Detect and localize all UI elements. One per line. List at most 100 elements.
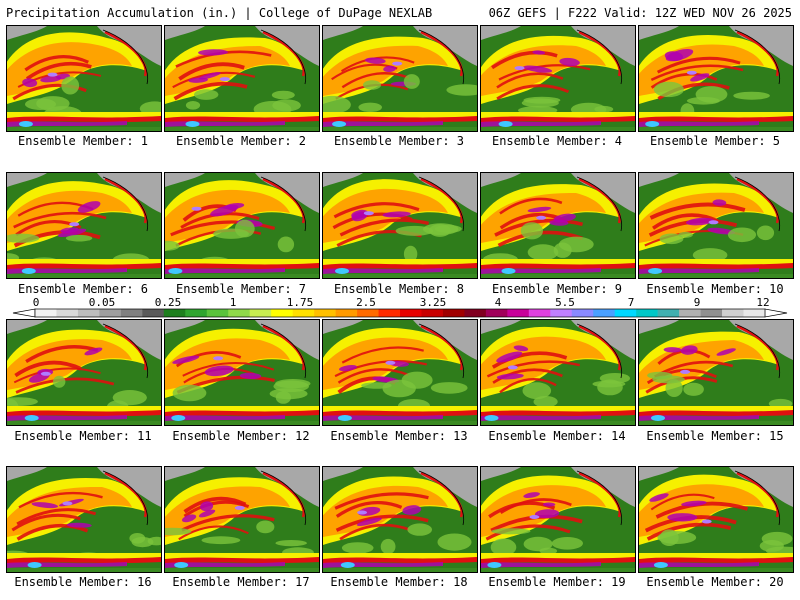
precip-streak-red (652, 213, 719, 230)
precip-patch-green (341, 542, 374, 554)
coastline (576, 176, 623, 232)
tropical-band-red (7, 263, 161, 270)
precip-patch-green (271, 90, 295, 100)
precip-core-purple (542, 502, 556, 507)
precip-streak-red (485, 524, 571, 541)
model-valid-time: 06Z GEFS | F222 Valid: 12Z WED NOV 26 20… (488, 6, 792, 20)
tropical-core-cyan (487, 562, 502, 568)
precip-core-lavender (234, 505, 245, 510)
tropical-band-yellow (639, 406, 793, 414)
precip-streak-red (15, 377, 115, 394)
precip-core-purple (559, 57, 580, 67)
tropical-core-cyan (24, 415, 39, 421)
southern-land (481, 274, 635, 278)
coastal-precip (578, 30, 621, 77)
colorbar-tick-label: 1 (229, 296, 237, 309)
tropical-core-cyan (27, 562, 42, 568)
ensemble-member-caption: Ensemble Member: 13 (330, 429, 468, 443)
precip-core-purple (31, 502, 59, 509)
precip-patch-green (430, 382, 468, 394)
precip-core-purple (680, 345, 698, 355)
precip-streak-red (178, 525, 249, 541)
ensemble-panel-20 (638, 466, 794, 573)
precip-core-purple (549, 219, 569, 226)
precip-streak-red (332, 212, 413, 230)
coastal-precip (736, 30, 779, 77)
southern-land (639, 127, 793, 131)
tropical-band-yellow (481, 553, 635, 561)
precip-core-purple (351, 211, 368, 222)
southern-land (481, 127, 635, 131)
ensemble-member-caption: Ensemble Member: 15 (646, 429, 784, 443)
tropical-band-red (7, 410, 161, 417)
ensemble-panel-9 (480, 172, 636, 279)
ensemble-panel-3 (322, 25, 478, 132)
precip-core-purple (534, 509, 560, 519)
precip-band-orange (165, 189, 290, 243)
coastline (418, 29, 465, 85)
southern-land (7, 421, 161, 425)
land-shading (165, 467, 205, 481)
precip-patch-green (523, 96, 561, 104)
precip-patch-green (165, 527, 192, 536)
tropical-band-red (7, 557, 161, 564)
precip-streak-red (499, 197, 563, 215)
precip-map-20 (639, 467, 793, 572)
precip-band-orange (7, 42, 132, 96)
precip-map-12 (165, 320, 319, 425)
land-shading (165, 173, 205, 187)
precip-patch-green (692, 248, 728, 263)
colorbar-swatch (507, 309, 530, 317)
precip-map-6 (7, 173, 161, 278)
precip-map-14 (481, 320, 635, 425)
precip-core-lavender (385, 360, 396, 365)
precip-patch-green (490, 538, 517, 557)
precip-core-purple (84, 347, 103, 356)
precip-streak-red (334, 360, 428, 378)
precip-patch-green (363, 80, 381, 90)
tropical-band-yellow (323, 112, 477, 120)
tropical-core-cyan (648, 268, 663, 274)
ensemble-member-caption: Ensemble Member: 5 (649, 134, 781, 148)
precip-core-purple (198, 49, 228, 56)
precip-streak-red (13, 367, 101, 384)
ensemble-member-caption: Ensemble Member: 7 (175, 282, 307, 296)
precip-streak-red (500, 498, 572, 515)
precip-streak-red (498, 64, 591, 81)
chart-title: Precipitation Accumulation (in.) | Colle… (6, 6, 433, 20)
land-shading (481, 320, 521, 334)
precip-map-1 (7, 26, 161, 131)
precip-patch-green (522, 382, 552, 400)
precip-map-17 (165, 467, 319, 572)
coastal-precip (420, 471, 463, 518)
ensemble-panel-16 (6, 466, 162, 573)
tropical-band-yellow (323, 406, 477, 414)
precip-patch-green (129, 533, 146, 544)
precip-core-purple (22, 78, 38, 88)
tropical-band-yellow (481, 406, 635, 414)
precip-streak-red (173, 81, 248, 101)
precip-streak-red (16, 508, 97, 526)
southern-land (7, 127, 161, 131)
precip-streak-red (25, 345, 99, 363)
tropical-band-purple (7, 268, 127, 274)
precip-patch-green (727, 227, 757, 243)
coastline (576, 323, 623, 379)
precip-streak-red (335, 514, 429, 532)
tropical-band-yellow (165, 406, 319, 414)
precip-streak-red (335, 501, 403, 518)
tropical-band-red (481, 263, 635, 270)
tropical-core-cyan (332, 121, 347, 127)
land-shading (323, 173, 363, 187)
precip-patch-green (194, 89, 219, 100)
ensemble-panel-1 (6, 25, 162, 132)
precip-map-7 (165, 173, 319, 278)
precip-streak-red (491, 351, 568, 369)
tropical-band-red (323, 410, 477, 417)
precip-streak-red (181, 514, 275, 532)
precip-streak-red (491, 50, 558, 70)
ensemble-member-caption: Ensemble Member: 14 (488, 429, 626, 443)
tropical-core-cyan (337, 415, 352, 421)
coastline (260, 29, 307, 85)
ensemble-panel-2 (164, 25, 320, 132)
